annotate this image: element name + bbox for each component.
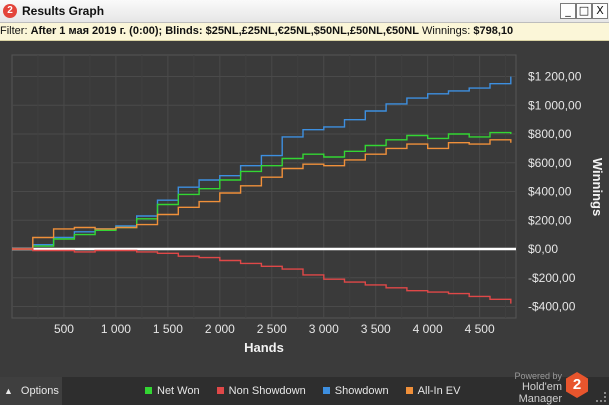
- options-button[interactable]: ▲ Options: [0, 377, 62, 405]
- resize-grip-icon[interactable]: [596, 392, 606, 402]
- x-tick-label: 1 000: [101, 322, 131, 336]
- y-tick-label: $200,00: [528, 213, 572, 227]
- x-tick-label: 4 000: [413, 322, 443, 336]
- y-tick-label: $1 200,00: [528, 70, 582, 84]
- y-tick-label: $1 000,00: [528, 98, 582, 112]
- close-button[interactable]: X: [592, 3, 608, 19]
- legend-all-in-ev: All-In EV: [405, 385, 460, 397]
- minimize-button[interactable]: _: [560, 3, 576, 19]
- x-tick-label: 3 500: [361, 322, 391, 336]
- x-axis-label: Hands: [244, 340, 284, 355]
- brand-name: Hold'em Manager: [518, 381, 562, 405]
- x-tick-label: 3 000: [309, 322, 339, 336]
- y-tick-label: $0,00: [528, 242, 558, 256]
- y-tick-label: -$400,00: [528, 300, 576, 314]
- y-tick-label: $400,00: [528, 185, 572, 199]
- chevron-up-icon: ▲: [4, 386, 13, 396]
- powered-by-text: Powered by: [514, 371, 562, 381]
- legend-showdown: Showdown: [322, 385, 389, 397]
- y-tick-label: $600,00: [528, 156, 572, 170]
- filter-winnings-value: $798,10: [473, 25, 514, 37]
- y-tick-label: $800,00: [528, 127, 572, 141]
- chart-legend: Net Won Non Showdown Showdown All-In EV: [145, 385, 474, 397]
- x-tick-label: 4 500: [465, 322, 495, 336]
- legend-swatch: [216, 387, 224, 394]
- hm2-app-icon: 2: [3, 4, 17, 18]
- x-tick-label: 1 500: [153, 322, 183, 336]
- legend-swatch: [145, 387, 152, 394]
- options-label: Options: [20, 385, 59, 397]
- y-tick-label: -$200,00: [528, 271, 576, 285]
- y-axis-label: Winnings: [590, 158, 605, 216]
- filter-blinds-label: Blinds:: [165, 25, 203, 37]
- title-bar: 2 Results Graph _ □ X: [0, 0, 609, 23]
- maximize-button[interactable]: □: [576, 3, 592, 19]
- legend-non-showdown: Non Showdown: [216, 385, 306, 397]
- x-tick-label: 2 500: [257, 322, 287, 336]
- legend-swatch: [405, 387, 413, 394]
- hm2-logo-icon: 2: [566, 372, 588, 398]
- filter-winnings-label: Winnings:: [422, 25, 471, 37]
- series-line-non-showdown: [12, 248, 512, 304]
- series-line-net-won: [12, 131, 512, 250]
- legend-swatch: [322, 387, 330, 394]
- x-tick-label: 2 000: [205, 322, 235, 336]
- results-graph-chart: 500 1 000 1 500 2 000 2 500 3 000 3 500 4 000 4 …: [11, 54, 605, 355]
- powered-by: Powered by Hold'em Manager: [478, 371, 562, 405]
- window-title: Results Graph: [22, 4, 105, 18]
- x-tick-label: 500: [54, 322, 74, 336]
- filter-bar: Filter: After 1 мая 2019 г. (0:00); Blin…: [0, 23, 609, 41]
- footer-bar: ▲ Options Net Won Non Showdown Showdown A…: [0, 371, 609, 405]
- filter-date: After 1 мая 2019 г. (0:00);: [30, 25, 163, 37]
- legend-net-won: Net Won: [145, 385, 200, 397]
- series-line-all-in-ev: [12, 139, 512, 250]
- plot-area: [11, 54, 517, 319]
- filter-blinds-value: $25NL,£25NL,€25NL,$50NL,£50NL,€50NL: [205, 25, 419, 37]
- filter-label: Filter:: [0, 25, 28, 37]
